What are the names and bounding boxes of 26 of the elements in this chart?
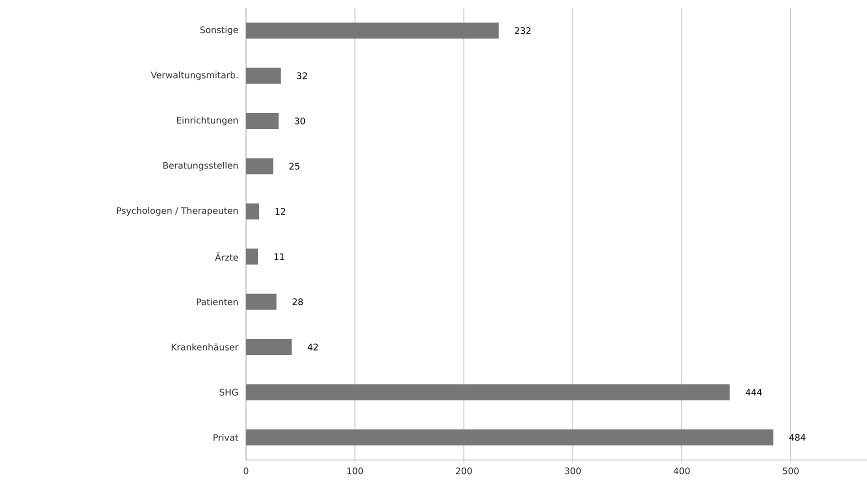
data-label: 232 [514,27,530,34]
y-tick-label: Psychologen / Therapeuten [116,207,238,216]
x-tick-label: 200 [456,468,472,474]
x-tick-label: 400 [674,468,690,474]
x-tick-label: 300 [564,468,581,474]
y-tick-label: SHG [220,388,238,396]
data-label: 25 [289,162,300,170]
y-tick-label: Sonstige [200,26,238,35]
y-tick-label: Ärzte [214,252,238,261]
data-label: 28 [292,298,303,306]
data-label: 42 [308,344,318,350]
y-tick-label: Privat [214,434,238,441]
y-tick-label: Patienten [196,298,238,306]
x-tick-label: 100 [347,468,363,474]
y-tick-label: Beratungsstellen [163,162,238,171]
y-tick-label: Krankenhäuser [172,344,238,350]
data-label: 484 [789,434,806,441]
y-tick-label: Verwaltungsmitarb. [150,71,238,80]
x-tick-label: 500 [782,468,799,474]
data-label: 32 [297,72,307,80]
y-tick-label: Einrichtungen [176,116,238,126]
data-label: 11 [274,253,284,260]
x-tick-label: 0 [244,468,248,474]
data-label: 12 [276,208,286,215]
data-label: 30 [294,118,306,124]
data-label: 444 [746,388,762,396]
